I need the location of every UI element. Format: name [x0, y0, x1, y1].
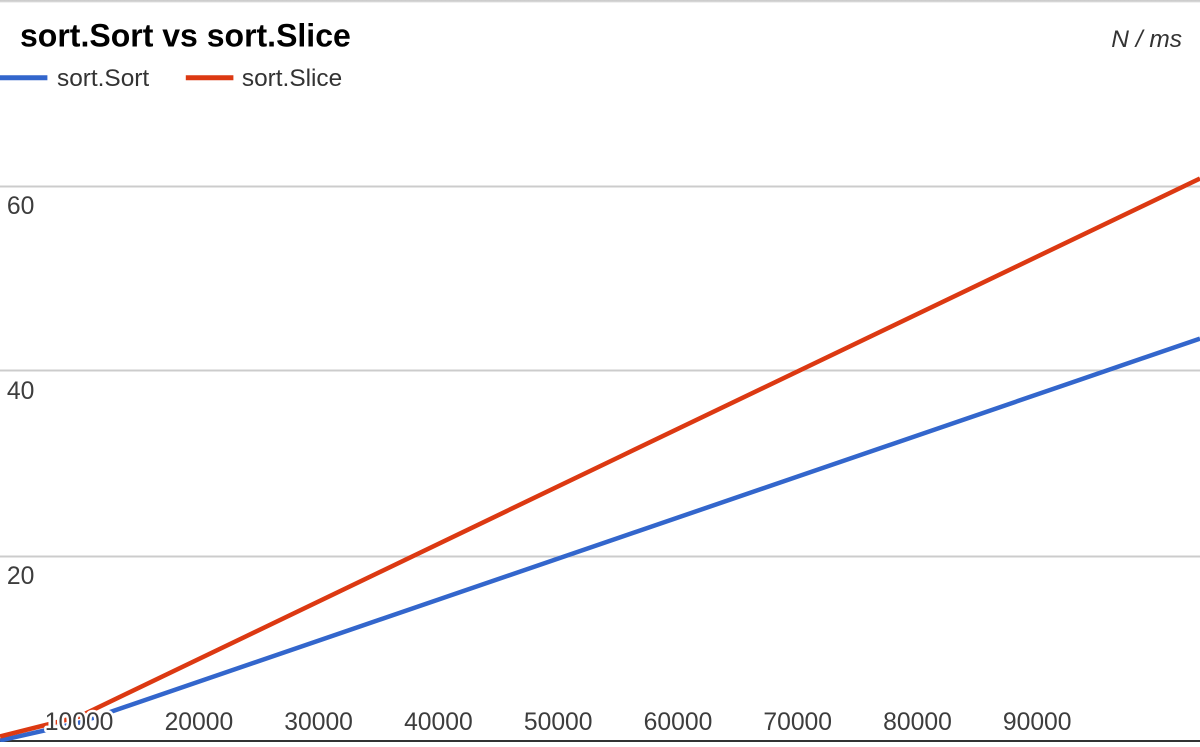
svg-text:40000: 40000 — [404, 709, 473, 736]
svg-text:sort.Slice: sort.Slice — [242, 65, 342, 92]
svg-text:20: 20 — [7, 563, 34, 590]
svg-text:40: 40 — [7, 378, 34, 405]
svg-text:50000: 50000 — [524, 709, 593, 736]
svg-text:10000: 10000 — [45, 709, 114, 736]
svg-text:N / ms: N / ms — [1111, 26, 1182, 53]
svg-text:30000: 30000 — [284, 709, 353, 736]
svg-text:sort.Sort: sort.Sort — [57, 65, 149, 92]
svg-text:sort.Sort vs sort.Slice: sort.Sort vs sort.Slice — [20, 17, 351, 53]
svg-text:70000: 70000 — [763, 709, 832, 736]
svg-text:90000: 90000 — [1003, 709, 1072, 736]
svg-text:20000: 20000 — [165, 709, 234, 736]
svg-text:60000: 60000 — [644, 709, 713, 736]
svg-text:80000: 80000 — [883, 709, 952, 736]
svg-text:60: 60 — [7, 193, 34, 220]
